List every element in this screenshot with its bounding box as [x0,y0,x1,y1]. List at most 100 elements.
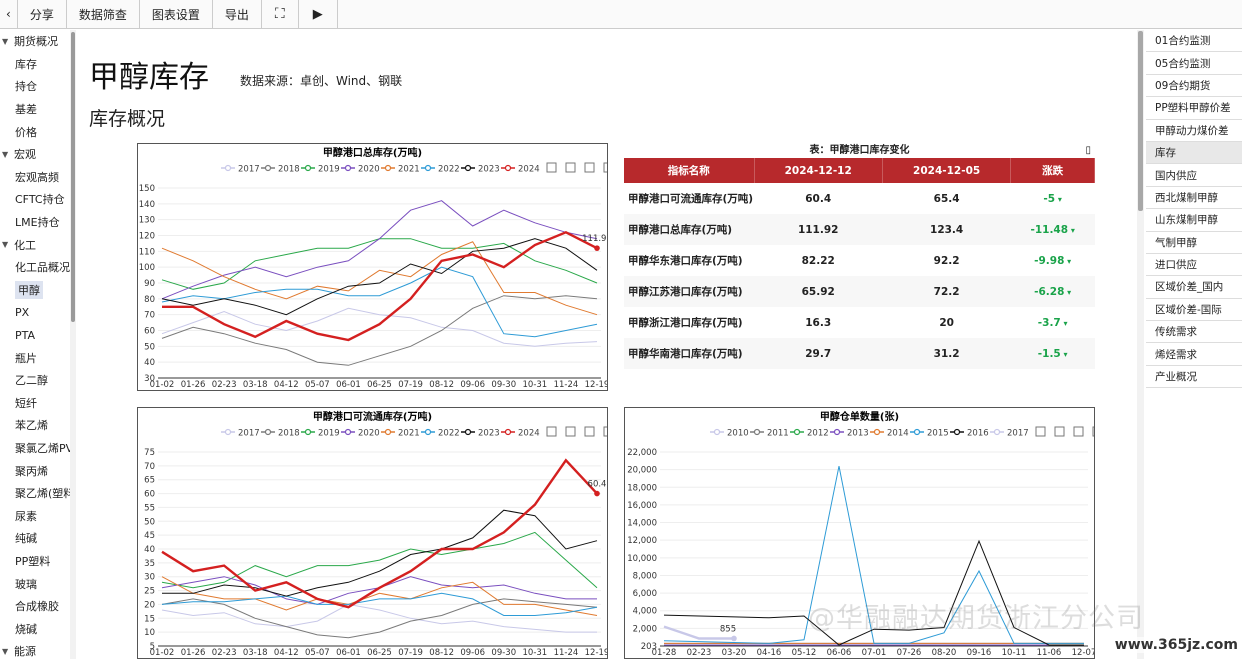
right-navigation: 01合约监测 05合约监测 09合约期货 PP塑料甲醇价差 甲醇动力煤价差 库存 国内供应西… [1146,30,1242,389]
x-tick-label: 07-01 [862,648,887,658]
legend-item-2018[interactable]: 2018 [261,429,300,439]
nav-item-7[interactable]: CFTC持仓 [0,188,70,211]
nav-item-14[interactable]: 瓶片 [0,346,70,369]
toolbox-expand-icon[interactable] [1092,426,1094,437]
nav-item-1[interactable]: 库存 [0,53,70,76]
end-point-label: 855 [720,624,736,634]
nav-item-9[interactable]: ▼ 化工 [0,233,70,256]
legend-item-2016[interactable]: 2016 [950,429,989,439]
nav-item-26[interactable]: 烧碱 [0,617,70,640]
legend-item-2017[interactable]: 2017 [221,429,260,439]
nav-item-10[interactable]: 化工品概况 [0,256,70,279]
export-button[interactable]: 导出 [213,0,262,29]
toolbox-expand-icon[interactable] [603,162,607,173]
fullscreen-icon[interactable]: ⛶ [262,0,299,29]
legend-item-2019[interactable]: 2019 [301,165,340,175]
legend-item-2022[interactable]: 2022 [421,165,460,175]
nav-item-22[interactable]: 纯碱 [0,527,70,550]
toolbox-back-icon[interactable] [565,426,576,437]
legend-item-2020[interactable]: 2020 [341,429,380,439]
toolbox-rect-icon[interactable] [1035,426,1046,437]
right-nav-item-7[interactable]: 西北煤制甲醇 [1146,187,1242,210]
right-nav-item-14[interactable]: 烯烃需求 [1146,343,1242,366]
legend-item-2014[interactable]: 2014 [870,429,909,439]
data-filter-button[interactable]: 数据筛查 [67,0,140,29]
nav-item-13[interactable]: PTA [0,324,70,347]
nav-item-24[interactable]: 玻璃 [0,572,70,595]
nav-item-15[interactable]: 乙二醇 [0,369,70,392]
legend-item-2022[interactable]: 2022 [421,429,460,439]
right-nav-item-12[interactable]: 区域价差-国际 [1146,299,1242,322]
back-button[interactable]: ‹ [0,0,18,29]
nav-item-3[interactable]: 基差 [0,98,70,121]
nav-item-18[interactable]: 聚氯乙烯PVC [0,437,70,460]
nav-item-6[interactable]: 宏观高频 [0,166,70,189]
nav-item-23[interactable]: PP塑料 [0,550,70,573]
bookmark-icon[interactable]: ▯ [1085,145,1091,156]
right-nav-item-4[interactable]: 甲醇动力煤价差 [1146,120,1242,142]
legend-item-2013[interactable]: 2013 [830,429,869,439]
nav-item-27[interactable]: ▼ 能源 [0,640,70,659]
legend-item-2017[interactable]: 2017 [221,165,260,175]
legend-item-2018[interactable]: 2018 [261,165,300,175]
main-scrollbar[interactable] [1137,30,1144,659]
right-nav-item-10[interactable]: 进口供应 [1146,254,1242,277]
nav-item-4[interactable]: 价格 [0,120,70,143]
nav-item-0[interactable]: ▼ 期货概况 [0,30,70,53]
nav-item-8[interactable]: LME持仓 [0,211,70,234]
nav-item-12[interactable]: PX [0,301,70,324]
x-tick-label: 08-12 [429,380,454,390]
toolbox-back-icon[interactable] [565,162,576,173]
legend-item-2010[interactable]: 2010 [710,429,749,439]
nav-item-5[interactable]: ▼ 宏观 [0,143,70,166]
right-nav-item-8[interactable]: 山东煤制甲醇 [1146,209,1242,232]
left-scrollbar[interactable] [70,30,76,659]
right-nav-item-2[interactable]: 09合约期货 [1146,75,1242,98]
nav-item-20[interactable]: 聚乙烯(塑料) [0,482,70,505]
right-nav-item-13[interactable]: 传统需求 [1146,321,1242,344]
nav-item-2[interactable]: 持仓 [0,75,70,98]
legend-item-2020[interactable]: 2020 [341,165,380,175]
chart-settings-button[interactable]: 图表设置 [140,0,213,29]
toolbox-expand-icon[interactable] [603,426,607,437]
nav-item-17[interactable]: 苯乙烯 [0,414,70,437]
right-nav-item-5[interactable]: 库存 [1146,141,1242,165]
nav-item-25[interactable]: 合成橡胶 [0,595,70,618]
legend-item-2012[interactable]: 2012 [790,429,829,439]
toolbox-rect-icon[interactable] [546,426,557,437]
right-nav-item-6[interactable]: 国内供应 [1146,164,1242,187]
right-nav-item-1[interactable]: 05合约监测 [1146,52,1242,75]
legend-item-2024[interactable]: 2024 [501,429,540,439]
toolbox-save-icon[interactable] [584,162,595,173]
legend-item-2023[interactable]: 2023 [461,429,500,439]
toolbox-rect-icon[interactable] [546,162,557,173]
x-tick-label: 07-19 [398,380,423,390]
nav-item-11[interactable]: 甲醇 [0,279,70,302]
toolbox-save-icon[interactable] [1073,426,1084,437]
legend-item-2024[interactable]: 2024 [501,165,540,175]
legend-item-2011[interactable]: 2011 [750,429,789,439]
legend-item-2021[interactable]: 2021 [381,429,420,439]
right-nav-item-9[interactable]: 气制甲醇 [1146,232,1242,254]
legend-label: 2021 [398,429,420,439]
right-nav-item-11[interactable]: 区域价差_国内 [1146,276,1242,299]
nav-item-21[interactable]: 尿素 [0,504,70,527]
y-tick-label: 70 [144,462,155,472]
right-nav-item-15[interactable]: 产业概况 [1146,366,1242,389]
nav-item-label: 玻璃 [15,577,37,591]
right-nav-item-0[interactable]: 01合约监测 [1146,30,1242,53]
nav-item-16[interactable]: 短纤 [0,392,70,415]
legend-item-2017[interactable]: 2017 [990,429,1029,439]
legend-item-2019[interactable]: 2019 [301,429,340,439]
legend-item-2015[interactable]: 2015 [910,429,949,439]
nav-item-19[interactable]: 聚丙烯 [0,459,70,482]
y-tick-label: 90 [144,279,155,289]
toolbox-back-icon[interactable] [1054,426,1065,437]
toolbox-save-icon[interactable] [584,426,595,437]
y-tick-label: 15 [144,614,155,624]
legend-item-2021[interactable]: 2021 [381,165,420,175]
play-icon[interactable]: ▶ [299,0,338,29]
legend-item-2023[interactable]: 2023 [461,165,500,175]
share-button[interactable]: 分享 [18,0,67,29]
right-nav-item-3[interactable]: PP塑料甲醇价差 [1146,97,1242,120]
